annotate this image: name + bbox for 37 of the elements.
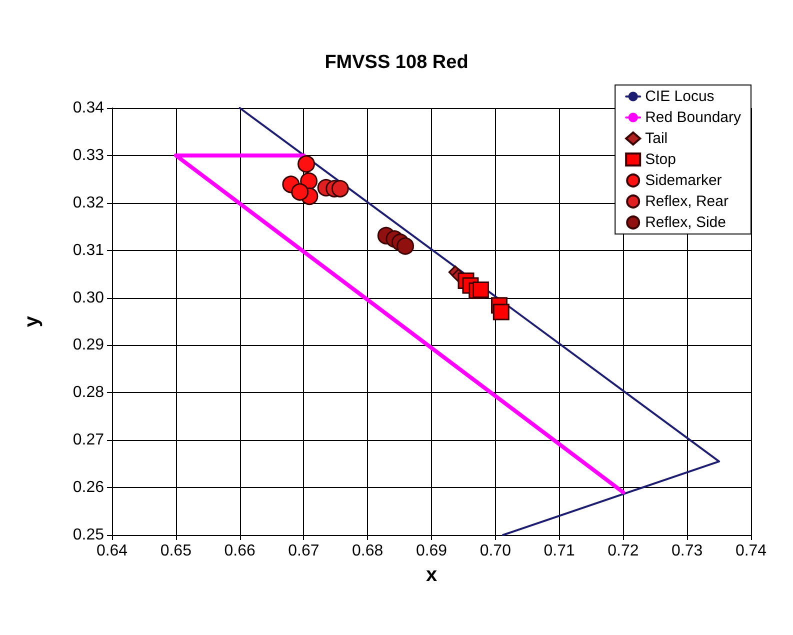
x-tick-label: 0.68: [352, 542, 384, 560]
x-tick-label: 0.74: [735, 542, 767, 560]
point: [331, 180, 349, 198]
x-tick-label: 0.71: [544, 542, 575, 560]
y-tick-label: 0.28: [72, 384, 104, 402]
legend-label: Stop: [645, 151, 676, 168]
x-tick-label: 0.69: [416, 542, 448, 560]
x-tick-label: 0.70: [480, 542, 512, 560]
y-tick-label: 0.34: [72, 100, 104, 116]
legend-label: Reflex, Rear: [645, 193, 728, 210]
point: [492, 304, 510, 320]
y-tick-label: 0.32: [72, 194, 104, 212]
y-tick-label: 0.27: [72, 432, 104, 449]
legend-label: Sidemarker: [645, 172, 722, 189]
chart-title: FMVSS 108 Red: [324, 52, 468, 73]
y-tick-label: 0.26: [72, 479, 104, 496]
point: [291, 183, 309, 201]
x-tick-label: 0.66: [224, 542, 256, 560]
x-tick-label: 0.67: [288, 542, 320, 560]
y-axis-title: y: [21, 315, 43, 328]
y-tick-label: 0.29: [72, 336, 104, 354]
point: [396, 237, 414, 255]
x-tick-label: 0.64: [96, 542, 128, 560]
x-axis-title: x: [426, 564, 438, 586]
point: [298, 155, 316, 173]
legend-label: Tail: [645, 130, 668, 147]
point: [472, 281, 489, 298]
x-tick-label: 0.72: [608, 542, 639, 560]
y-tick-label: 0.30: [72, 289, 104, 306]
y-tick-label: 0.31: [72, 242, 104, 259]
x-tick-label: 0.65: [160, 542, 192, 560]
x-tick-label: 0.73: [672, 542, 703, 560]
legend-label: Red Boundary: [645, 109, 742, 126]
y-tick-label: 0.25: [72, 526, 104, 544]
legend-label: CIE Locus: [645, 88, 714, 105]
y-tick-label: 0.33: [72, 146, 104, 164]
legend-label: Reflex, Side: [645, 214, 726, 231]
